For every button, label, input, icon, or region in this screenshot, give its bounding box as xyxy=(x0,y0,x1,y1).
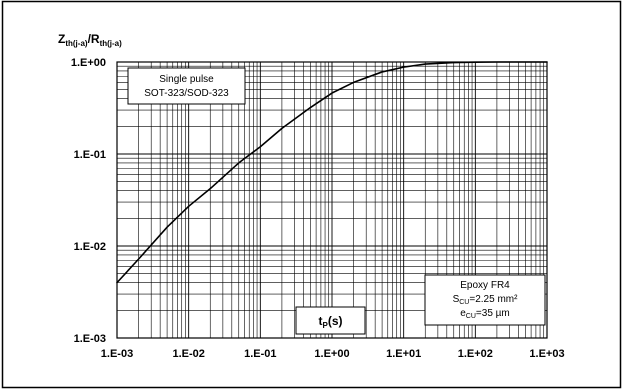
annotation-line-1: Single pulse xyxy=(159,74,214,85)
x-tick-label: 1.E-02 xyxy=(172,348,204,360)
y-tick-label: 1.E-03 xyxy=(74,333,106,345)
y-tick-label: 1.E-01 xyxy=(74,149,106,161)
grid xyxy=(116,62,547,339)
annotation-box-board xyxy=(424,274,546,326)
board-line-1: Epoxy FR4 xyxy=(460,280,510,291)
series-layer xyxy=(116,61,548,284)
x-axis-label: tP(s) xyxy=(318,314,342,330)
x-tick-label: 1.E+00 xyxy=(314,348,349,360)
annotation-line-2: SOT-323/SOD-323 xyxy=(144,88,229,99)
x-tick-label: 1.E+01 xyxy=(386,348,421,360)
x-label-box xyxy=(295,306,366,335)
x-tick-label: 1.E+03 xyxy=(529,348,564,360)
annotation-single-pulse: Single pulse SOT-323/SOD-323 xyxy=(127,67,246,105)
x-tick-label: 1.E-01 xyxy=(244,348,276,360)
series-line-0 xyxy=(116,61,548,284)
annotation-box xyxy=(127,67,246,105)
board-line-3: eCU=35 µm xyxy=(460,308,510,320)
y-tick-label: 1.E-02 xyxy=(74,241,106,253)
plot-border xyxy=(116,61,548,339)
board-line-2: SCU=2.25 mm² xyxy=(453,294,519,306)
x-tick-label: 1.E-03 xyxy=(101,348,133,360)
annotation-board: Epoxy FR4 SCU=2.25 mm² eCU=35 µm xyxy=(424,274,546,326)
x-tick-labels: 1.E-03 1.E-02 1.E-01 1.E+00 1.E+01 1.E+02 1.E+… xyxy=(101,348,565,360)
y-tick-label: 1.E+00 xyxy=(71,57,106,69)
x-axis-label-box: tP(s) xyxy=(295,306,366,335)
y-axis-label: Zth(j-a)/Rth(j-a) xyxy=(58,32,122,48)
y-tick-labels: 1.E-03 1.E-02 1.E-01 1.E+00 xyxy=(71,57,106,345)
x-tick-label: 1.E+02 xyxy=(458,348,493,360)
